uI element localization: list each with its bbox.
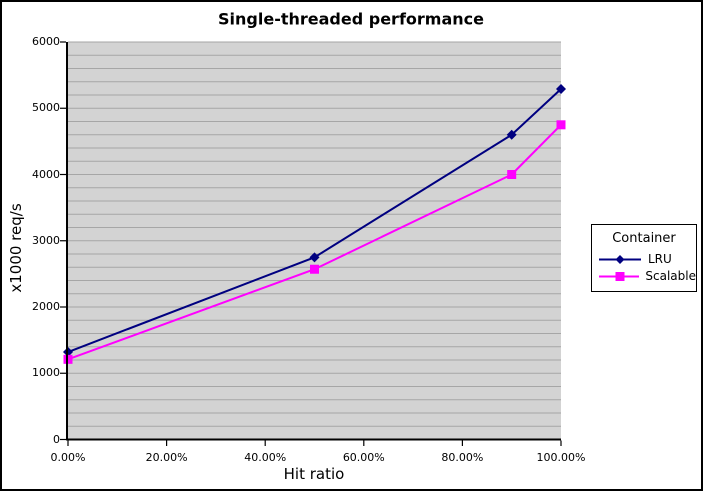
y-tick-label: 5000: [32, 101, 60, 115]
legend-entry-label: Scalable: [645, 269, 696, 283]
marker-lru: [556, 84, 566, 95]
x-tick-label: 100.00%: [536, 451, 586, 464]
legend-swatch-lru-icon: [599, 255, 641, 264]
marker-lru: [506, 129, 517, 140]
y-tick-label: 4000: [32, 167, 60, 181]
x-tick-label: 20.00%: [145, 451, 188, 464]
marker-scalable: [556, 120, 566, 130]
series-line-lru: [67, 88, 562, 353]
legend-title: Container: [612, 231, 676, 246]
legend-entry-scalable: Scalable: [592, 268, 696, 285]
y-tick-label: 1000: [32, 366, 60, 380]
chart-title: Single-threaded performance: [218, 9, 484, 29]
series-line-scalable: [67, 124, 562, 361]
legend-swatch-scalable-icon: [599, 272, 640, 281]
x-tick-label: 40.00%: [244, 451, 287, 464]
y-tick-label: 6000: [32, 35, 60, 48]
marker-scalable: [507, 170, 517, 179]
x-tick-label: 60.00%: [342, 451, 385, 464]
marker-scalable: [310, 264, 319, 274]
marker-lru: [309, 252, 320, 263]
x-axis-title: Hit ratio: [283, 465, 345, 483]
y-tick-label: 2000: [32, 300, 60, 313]
y-tick-label: 0: [53, 432, 60, 446]
legend-entry-lru: LRU: [592, 251, 696, 268]
legend-entry-label: LRU: [648, 252, 672, 266]
y-tick-label: 3000: [32, 233, 60, 247]
x-tick-label: 0.00%: [50, 451, 86, 464]
x-tick-label: 80.00%: [441, 451, 484, 464]
legend-entries: LRU Scalable: [592, 251, 696, 285]
legend: Container LRU Scalable: [591, 224, 697, 292]
